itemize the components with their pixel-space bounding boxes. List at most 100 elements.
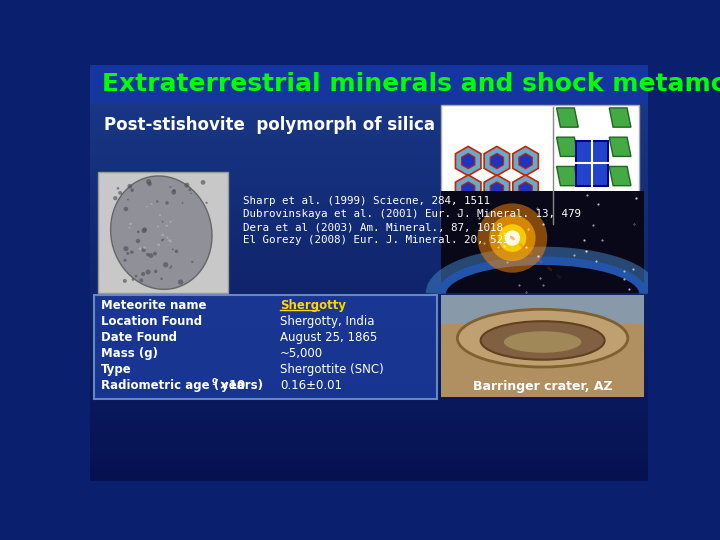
Circle shape: [163, 238, 164, 240]
Ellipse shape: [519, 244, 524, 248]
Bar: [90, 141, 648, 148]
Text: Sharp et al. (1999) Sciecne, 284, 1511: Sharp et al. (1999) Sciecne, 284, 1511: [243, 196, 490, 206]
Text: August 25, 1865: August 25, 1865: [280, 331, 377, 344]
Circle shape: [166, 225, 168, 227]
Bar: [90, 162, 648, 168]
Circle shape: [169, 267, 171, 269]
Circle shape: [159, 214, 161, 217]
FancyBboxPatch shape: [94, 295, 437, 399]
Bar: [90, 294, 648, 300]
Bar: [90, 79, 648, 85]
Text: Radiometric age (×10: Radiometric age (×10: [101, 380, 245, 393]
Bar: [555, 107, 636, 225]
Circle shape: [154, 269, 158, 273]
Bar: [98, 172, 228, 294]
Circle shape: [171, 265, 172, 267]
Bar: [90, 252, 648, 259]
Bar: [90, 245, 648, 252]
Bar: [90, 418, 648, 425]
Bar: [90, 259, 648, 266]
Bar: [90, 321, 648, 328]
Circle shape: [143, 227, 147, 232]
Circle shape: [172, 248, 174, 250]
Bar: [90, 204, 648, 211]
Bar: [576, 141, 608, 186]
Bar: [90, 273, 648, 280]
Bar: [90, 356, 648, 363]
Bar: [90, 453, 648, 460]
Bar: [90, 342, 648, 349]
Bar: [90, 190, 648, 197]
Circle shape: [191, 261, 194, 263]
Polygon shape: [557, 108, 578, 127]
Circle shape: [161, 234, 164, 237]
Text: Meteorite name: Meteorite name: [101, 299, 207, 312]
Ellipse shape: [510, 236, 515, 240]
Circle shape: [127, 199, 129, 200]
Circle shape: [158, 244, 160, 246]
Circle shape: [189, 188, 192, 191]
Circle shape: [123, 246, 129, 251]
Circle shape: [117, 187, 120, 190]
Bar: [90, 377, 648, 383]
Circle shape: [161, 278, 163, 280]
Ellipse shape: [547, 267, 552, 271]
Bar: [90, 183, 648, 190]
Bar: [90, 85, 648, 92]
Circle shape: [129, 227, 130, 229]
Circle shape: [168, 239, 171, 242]
Circle shape: [171, 190, 176, 194]
Bar: [90, 467, 648, 474]
Circle shape: [161, 239, 163, 241]
Bar: [90, 65, 648, 72]
Circle shape: [170, 241, 172, 242]
Text: Barringer crater, AZ: Barringer crater, AZ: [473, 380, 613, 393]
Bar: [90, 397, 648, 404]
Circle shape: [166, 237, 168, 238]
Bar: [90, 210, 648, 217]
Circle shape: [498, 224, 526, 252]
Circle shape: [146, 253, 150, 256]
Circle shape: [130, 251, 134, 254]
Circle shape: [184, 183, 189, 187]
Polygon shape: [557, 195, 578, 215]
Ellipse shape: [457, 309, 628, 367]
Bar: [90, 335, 648, 342]
Bar: [90, 106, 648, 113]
Bar: [90, 113, 648, 120]
Bar: [441, 105, 639, 226]
Text: years): years): [217, 380, 263, 393]
Bar: [441, 191, 644, 294]
Bar: [90, 266, 648, 273]
Polygon shape: [609, 166, 631, 186]
Circle shape: [201, 180, 205, 185]
Text: Dubrovinskaya et al. (2001) Eur. J. Mineral. 13, 479: Dubrovinskaya et al. (2001) Eur. J. Mine…: [243, 209, 582, 219]
Text: ~5,000: ~5,000: [280, 347, 323, 360]
Text: Shergottite (SNC): Shergottite (SNC): [280, 363, 384, 376]
Ellipse shape: [528, 251, 534, 256]
Bar: [90, 307, 648, 314]
Circle shape: [113, 196, 117, 200]
Circle shape: [141, 272, 145, 276]
Circle shape: [477, 204, 547, 273]
Circle shape: [150, 203, 153, 205]
Circle shape: [130, 188, 134, 192]
Bar: [90, 231, 648, 238]
Bar: [90, 460, 648, 467]
Polygon shape: [557, 137, 578, 157]
Ellipse shape: [538, 259, 543, 264]
Circle shape: [178, 279, 184, 285]
Text: Shergotty: Shergotty: [280, 299, 346, 312]
Circle shape: [172, 189, 176, 192]
Circle shape: [175, 249, 178, 253]
Bar: [90, 383, 648, 390]
Circle shape: [205, 201, 208, 204]
Bar: [90, 439, 648, 446]
Bar: [90, 168, 648, 176]
Circle shape: [148, 182, 152, 186]
Ellipse shape: [481, 321, 605, 360]
Circle shape: [148, 253, 153, 258]
Circle shape: [162, 221, 163, 222]
Bar: [90, 349, 648, 356]
Circle shape: [126, 252, 130, 255]
